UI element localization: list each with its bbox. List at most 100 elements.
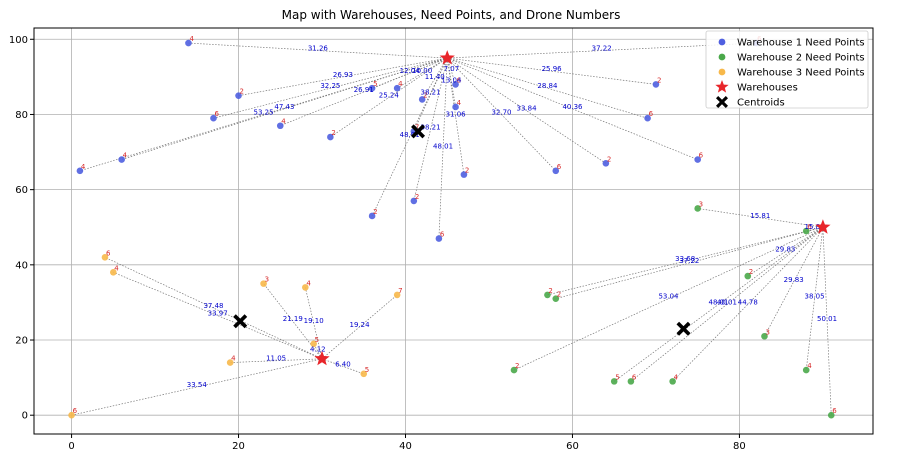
drone-number: 2 — [515, 362, 519, 370]
need-point — [802, 366, 810, 374]
drone-number: 5 — [373, 80, 377, 88]
distance-label: 33.84 — [517, 105, 538, 113]
y-tick-label: 0 — [22, 411, 28, 422]
legend-swatch — [718, 38, 726, 46]
need-point — [435, 235, 443, 242]
x-tick-label: 40 — [399, 441, 412, 452]
drone-number: 4 — [231, 355, 236, 363]
legend-label: Warehouses — [737, 83, 798, 94]
connection-line — [555, 226, 824, 300]
drone-number: 2 — [423, 91, 427, 99]
legend-swatch — [715, 80, 729, 93]
legend-swatch — [718, 68, 726, 76]
distance-label: 37.22 — [679, 257, 699, 265]
drone-number: 6 — [214, 110, 219, 118]
distance-label: 33.68 — [675, 255, 695, 263]
x-tick-label: 60 — [566, 441, 579, 452]
distance-label: 48.01 — [400, 131, 420, 139]
distance-label: 31.26 — [308, 45, 329, 53]
drone-number: 6 — [457, 76, 462, 84]
legend-label: Centroids — [737, 98, 785, 109]
drone-number: 6 — [699, 152, 704, 160]
distance-label: 15.81 — [805, 223, 825, 231]
distance-label: 33.54 — [187, 381, 208, 389]
need-point — [452, 81, 459, 88]
drone-number: 4 — [807, 362, 812, 370]
x-tick-label: 0 — [68, 441, 74, 452]
need-point — [744, 272, 752, 280]
drone-number: 6 — [106, 249, 111, 257]
need-point — [460, 171, 468, 178]
distance-label: 19.10 — [304, 317, 324, 325]
distance-label: 4.12 — [310, 345, 326, 353]
need-point — [101, 254, 109, 261]
need-point — [360, 370, 368, 378]
need-point — [669, 378, 676, 385]
connection-line — [71, 358, 323, 416]
distance-label: 28.84 — [537, 82, 558, 90]
drone-number: 4 — [306, 279, 311, 287]
x-tick-label: 20 — [232, 441, 245, 452]
warehouse-star — [439, 50, 455, 65]
legend: Warehouse 1 Need Points Warehouse 2 Need … — [705, 30, 869, 109]
need-point — [627, 378, 635, 385]
chart-title: Map with Warehouses, Need Points, and Dr… — [282, 8, 621, 22]
legend-swatch — [718, 53, 726, 61]
centroid-marker — [233, 314, 248, 329]
drone-number: 6 — [632, 373, 637, 381]
drone-number: 6 — [649, 110, 654, 118]
connection-line — [238, 57, 448, 97]
distance-label: 26.91 — [354, 86, 374, 94]
connection-line — [371, 57, 448, 217]
connection-line — [188, 42, 448, 59]
connection-line — [447, 57, 698, 160]
need-point — [260, 280, 267, 287]
legend-label: Warehouse 2 Need Points — [737, 53, 865, 64]
drone-number: 2 — [240, 88, 244, 96]
plot-frame — [33, 27, 874, 435]
distance-label: 32.25 — [320, 82, 340, 90]
distance-label: 44.78 — [738, 298, 758, 306]
connection-line — [413, 57, 448, 202]
connection-line — [213, 57, 448, 119]
need-point — [761, 332, 768, 340]
connection-line — [230, 358, 323, 363]
drone-number: 4 — [281, 118, 286, 126]
drone-number: 4 — [81, 163, 86, 171]
drone-number: 4 — [123, 152, 128, 160]
centroid-marker — [411, 124, 426, 139]
warehouse-star — [314, 350, 330, 366]
distance-label: 12.04 — [400, 67, 421, 75]
distance-label: 53.04 — [658, 293, 679, 301]
need-point — [393, 291, 401, 299]
connection-line — [104, 256, 323, 360]
distance-label: 29.83 — [784, 276, 804, 284]
drone-number: 6 — [807, 223, 812, 231]
need-point — [110, 269, 117, 276]
need-point — [410, 197, 418, 205]
need-point — [552, 167, 560, 175]
need-point — [226, 359, 234, 366]
need-point — [694, 156, 701, 163]
drone-number: 4 — [114, 264, 119, 272]
distance-label: 38.21 — [421, 89, 441, 97]
centroid-marker — [676, 321, 691, 336]
distance-label: 13.04 — [441, 77, 462, 85]
distance-label: 15.81 — [750, 212, 770, 220]
connection-line — [330, 57, 448, 138]
distance-label: 38.21 — [421, 124, 441, 132]
need-point — [276, 122, 284, 130]
x-tick-label: 80 — [733, 441, 746, 452]
connection-line — [321, 358, 364, 375]
distance-label: 29.83 — [775, 246, 795, 254]
warehouse-star — [815, 219, 831, 234]
need-point — [76, 167, 84, 175]
grid-lines — [34, 28, 873, 434]
drone-number: 4 — [674, 373, 679, 381]
drone-number: 7 — [415, 123, 419, 131]
need-point — [118, 156, 125, 163]
drone-number: 6 — [440, 231, 445, 239]
y-tick-label: 40 — [15, 260, 28, 271]
drone-number: 4 — [457, 99, 462, 107]
